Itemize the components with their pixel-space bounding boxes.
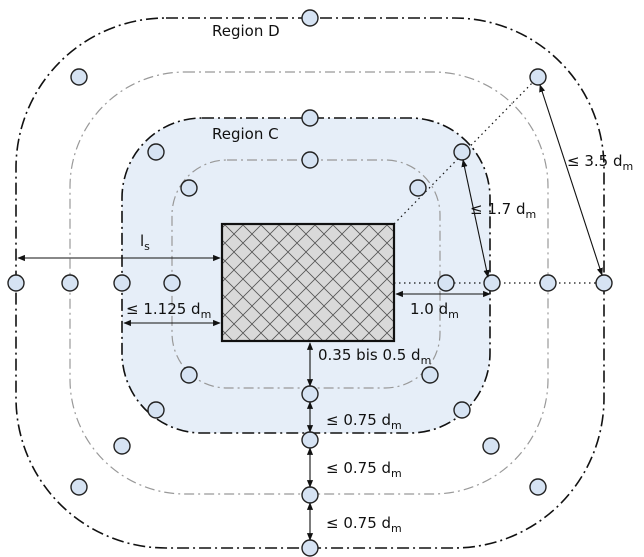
label-region-c: Region C: [212, 125, 279, 143]
label-1125: ≤ 1.125 dm: [126, 300, 211, 321]
stud: [301, 151, 319, 169]
label-10: 1.0 dm: [410, 300, 459, 321]
stud: [147, 401, 165, 419]
stud: [70, 68, 88, 86]
stud: [7, 274, 25, 292]
label-row-2: ≤ 0.75 dm: [326, 459, 402, 480]
stud: [70, 478, 88, 496]
stud: [301, 9, 319, 27]
stud: [421, 366, 439, 384]
stud: [529, 68, 547, 86]
stud: [301, 486, 319, 504]
stud: [301, 431, 319, 449]
stud: [147, 143, 165, 161]
stud: [595, 274, 613, 292]
stud: [529, 478, 547, 496]
label-region-d: Region D: [212, 22, 280, 40]
dim-35: [539, 84, 603, 276]
stud: [453, 143, 471, 161]
label-17: ≤ 1.7 dm: [470, 200, 536, 221]
stud: [61, 274, 79, 292]
stud: [180, 366, 198, 384]
column-hatched: [220, 222, 396, 343]
stud: [113, 274, 131, 292]
stud: [301, 109, 319, 127]
label-row-3: ≤ 0.75 dm: [326, 514, 402, 535]
dim-17: [461, 159, 490, 278]
label-row-1: ≤ 0.75 dm: [326, 411, 402, 432]
stud: [113, 437, 131, 455]
stud: [301, 385, 319, 403]
stud: [180, 179, 198, 197]
radial-dotted-line: [393, 76, 539, 225]
stud: [437, 274, 455, 292]
stud: [453, 401, 471, 419]
studs: [7, 9, 613, 557]
stud: [163, 274, 181, 292]
stud: [482, 437, 500, 455]
stud: [301, 539, 319, 557]
stud: [409, 179, 427, 197]
label-first-row: 0.35 bis 0.5 dm: [318, 346, 431, 367]
label-35: ≤ 3.5 dm: [567, 152, 633, 173]
label-ls: ls: [140, 232, 150, 253]
dimension-lines: [17, 84, 603, 541]
stud: [539, 274, 557, 292]
stud: [483, 274, 501, 292]
